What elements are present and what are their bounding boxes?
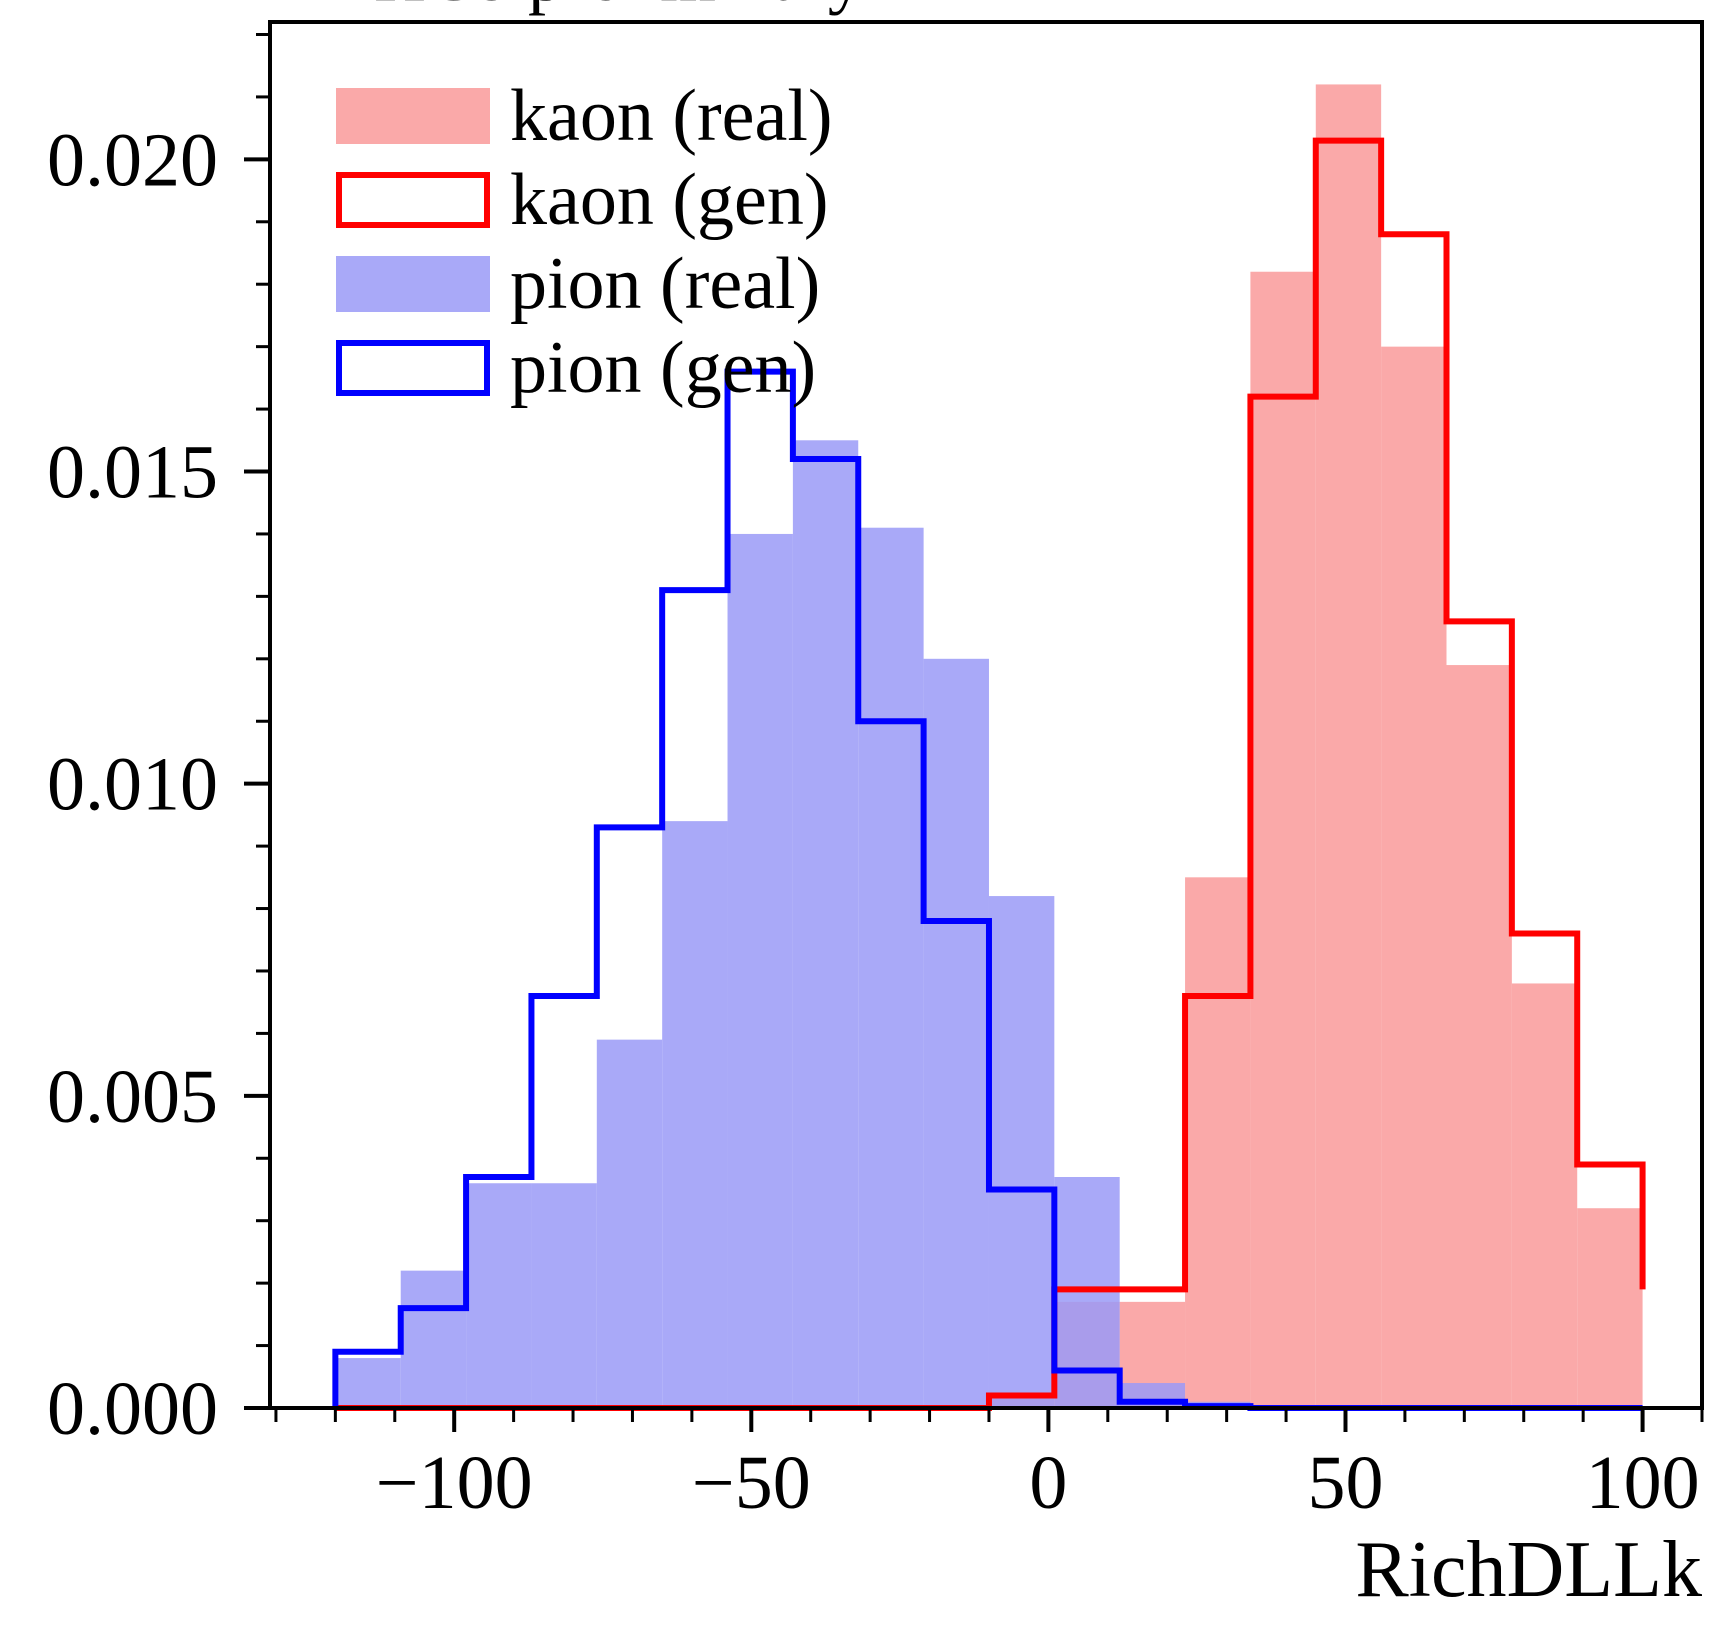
bar-pion-real-3 xyxy=(531,1183,597,1408)
top-label: LHCb preliminary xyxy=(330,0,864,16)
bar-kaon-real-15 xyxy=(1315,84,1382,1409)
bar-kaon-real-13 xyxy=(1185,877,1251,1408)
x-tick-label: −50 xyxy=(692,1441,811,1525)
plot-frame xyxy=(268,20,1704,1410)
x-axis-title: RichDLLk xyxy=(1355,1526,1702,1614)
bar-pion-real-10 xyxy=(988,896,1055,1408)
y-tick-label: 0.020 xyxy=(47,118,218,202)
y-tick-label: 0.005 xyxy=(47,1055,218,1139)
legend-label: kaon (gen) xyxy=(510,159,828,241)
bar-pion-real-9 xyxy=(923,658,989,1408)
y-tick-label: 0.015 xyxy=(47,431,218,515)
x-tick-label: 50 xyxy=(1307,1441,1383,1525)
legend-swatch xyxy=(336,172,490,228)
bar-pion-real-5 xyxy=(662,821,728,1408)
bar-pion-real-2 xyxy=(466,1183,532,1408)
x-tick-label: −100 xyxy=(376,1441,533,1525)
y-tick-label: 0.010 xyxy=(47,743,218,827)
axis-ticks: 0.000 0.005 0.010 0.015 0.020 −100 −50 0 50 100 xyxy=(47,32,1704,1525)
legend-swatch xyxy=(336,88,490,144)
histogram-bars xyxy=(335,84,1643,1409)
legend: kaon (real)kaon (gen)pion (real)pion (ge… xyxy=(336,75,833,409)
bar-kaon-real-14 xyxy=(1250,271,1316,1408)
legend-label: pion (gen) xyxy=(510,327,816,409)
x-tick-label: 100 xyxy=(1586,1441,1700,1525)
bar-kaon-real-19 xyxy=(1577,1208,1643,1408)
bar-kaon-real-17 xyxy=(1446,665,1512,1408)
bar-pion-real-7 xyxy=(792,440,859,1408)
bar-kaon-real-18 xyxy=(1511,983,1578,1408)
bar-pion-real-8 xyxy=(858,527,924,1408)
legend-swatch xyxy=(336,256,490,312)
y-tick-label: 0.000 xyxy=(47,1367,218,1451)
bar-pion-real-4 xyxy=(596,1039,663,1408)
bar-pion-real-6 xyxy=(727,533,793,1408)
legend-label: pion (real) xyxy=(510,243,820,325)
bar-pion-real-1 xyxy=(400,1270,467,1408)
bar-kaon-real-16 xyxy=(1381,346,1447,1408)
legend-label: kaon (real) xyxy=(510,75,833,157)
x-tick-label: 0 xyxy=(1029,1441,1067,1525)
bar-pion-real-0 xyxy=(335,1358,401,1408)
legend-swatch xyxy=(336,340,490,396)
